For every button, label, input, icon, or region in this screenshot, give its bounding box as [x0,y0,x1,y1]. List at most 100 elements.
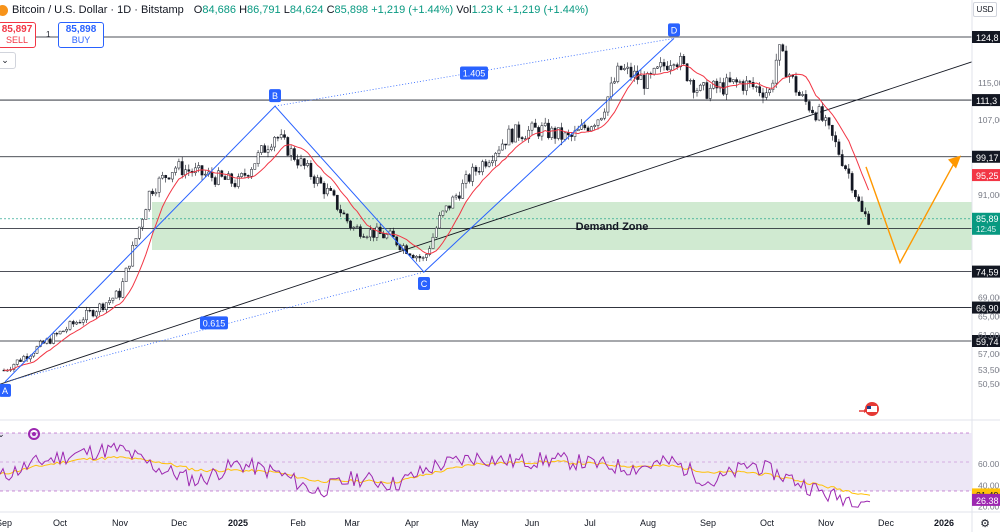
sell-button[interactable]: 85,897 SELL [0,22,36,48]
candle-body [517,124,521,138]
candle-body [164,175,168,179]
candle-body [332,190,336,196]
flag-icon[interactable] [858,401,882,417]
candle-body [735,79,738,83]
time-tick-label: Jul [584,518,596,528]
volume-change: +1,219 (+1.44%) [506,4,589,16]
candle-body [75,322,78,325]
candle-body [174,167,177,173]
candle-body [68,321,72,330]
rsi-collapse-chevron-icon[interactable]: ⌄ [0,428,5,439]
time-axis[interactable]: Sep Oct Nov Dec 2025 Feb Mar Apr May Jun Jul Aug Sep… [0,518,954,528]
buy-button[interactable]: 85,898 BUY [58,22,104,48]
candle-body [672,64,676,66]
candle-body [335,194,339,210]
candle-body [223,176,227,180]
settings-icon[interactable]: ⚙ [980,517,990,530]
candle-body [504,143,507,146]
candle-body [213,177,217,185]
candle-body [114,290,118,299]
rsi-value-tag [972,493,1000,506]
time-tick-label: Oct [53,518,68,528]
last-price-tag [972,212,1000,235]
candle-body [22,356,26,362]
candle-body [850,173,854,191]
candle-body [144,209,148,220]
candle-body [814,112,818,121]
candle-body [464,174,468,184]
candle-body [48,338,52,344]
candle-body [669,65,672,71]
rsi-indicator-icon[interactable] [28,428,40,440]
candle-body [260,145,263,153]
candle-body [438,215,441,229]
candle-body [748,80,752,83]
candle-body [62,330,65,333]
level-tag [972,301,1000,314]
candle-body [626,66,630,69]
candle-body [847,168,851,174]
candle-body [157,177,161,193]
candle-body [128,265,131,269]
candle-body [827,117,831,126]
candle-body [830,124,834,136]
candle-body [665,65,669,71]
candle-body [306,162,309,166]
candle-body [118,290,121,298]
last-price-label: 85,89 [976,214,999,224]
candle-body [698,84,702,91]
candle-body [71,321,75,325]
collapse-chevron-icon[interactable]: ⌄ [0,52,16,69]
ratio-badge [200,316,228,330]
candle-body [378,226,382,234]
candle-body [652,67,656,75]
candle-body [857,196,861,202]
candle-body [533,122,537,128]
time-tick-label: 2026 [934,518,954,528]
buy-price: 85,898 [65,24,97,35]
ratio-label: 0.615 [203,318,226,328]
currency-button[interactable]: USD [973,2,997,17]
candle-body [834,135,837,143]
candle-body [715,80,719,89]
countdown-label: 12:45 [976,225,997,234]
price-tick-label: 107,000 [978,115,1000,125]
candle-body [500,143,504,151]
candle-body [619,65,623,70]
candle-body [811,109,814,114]
candle-body [725,77,729,95]
candle-body [372,229,375,238]
trendline-layer [0,61,973,385]
moving-average-line [4,64,870,371]
candle-body [662,62,666,67]
time-tick-label: Apr [405,518,419,528]
candle-body [751,82,755,88]
candle-body [233,183,237,187]
candle-body [540,125,544,137]
candle-body [679,56,682,68]
candle-body [240,173,243,177]
candle-body [253,163,257,170]
level-tag [972,31,1000,43]
ratio-badge [460,66,488,80]
candle-body [771,82,775,90]
candle-body [553,127,557,139]
candle-body [731,79,735,83]
candle-body [121,281,125,298]
candle-body [557,127,560,139]
candle-body [596,119,600,126]
price-axis[interactable]: 124,8111,399,1783,8474,5966,9059,74115,0… [972,31,1000,389]
symbol-title[interactable]: Bitcoin / U.S. Dollar · 1D · Bitstamp [12,4,184,16]
horizontal-levels [0,36,972,342]
level-tag [972,150,1000,163]
price-tick-label: 65,000 [978,311,1000,321]
level-tag-label: 111,3 [976,96,997,106]
ratio-label: 1.405 [463,68,486,78]
candle-body [243,173,247,176]
projection-arrow [865,155,961,265]
candle-body [543,122,547,126]
candle-body [431,236,435,249]
candle-body [454,195,458,198]
